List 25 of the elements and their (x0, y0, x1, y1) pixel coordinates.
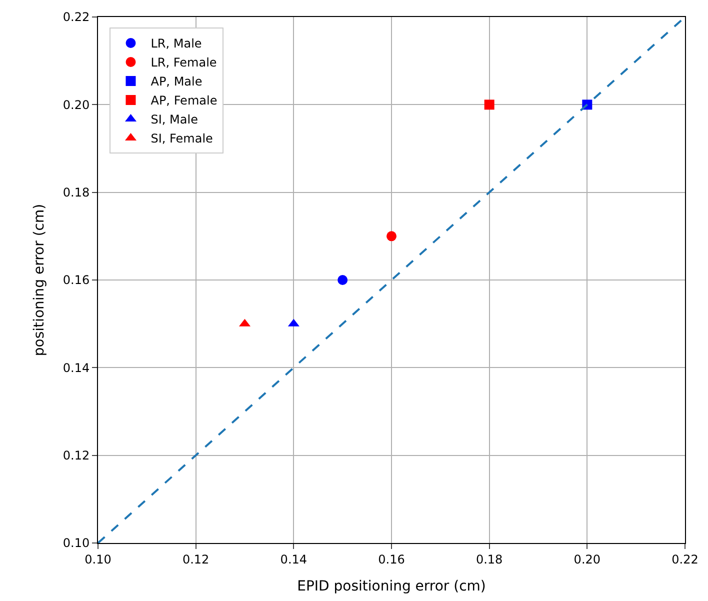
y-tick-label: 0.20 (62, 98, 90, 112)
y-tick-label: 0.16 (62, 273, 90, 288)
x-tick-label: 0.18 (476, 552, 503, 566)
x-tick-label: 0.20 (574, 552, 601, 566)
legend-label: SI, Female (150, 132, 213, 146)
y-tick-label: 0.12 (62, 448, 90, 463)
legend-label: AP, Female (150, 94, 218, 108)
legend-label: LR, Male (150, 36, 202, 51)
point (338, 275, 348, 285)
x-tick-label: 0.10 (84, 552, 112, 566)
y-tick-label: 0.14 (62, 360, 90, 375)
x-tick-label: 0.16 (378, 552, 405, 566)
point (484, 100, 494, 110)
x-tick-label: 0.12 (182, 552, 210, 566)
legend-label: AP, Male (150, 74, 202, 89)
y-tick-label: 0.22 (62, 10, 90, 24)
y-tick-label: 0.18 (62, 186, 90, 200)
x-axis-title: EPID positioning error (cm) (297, 578, 486, 595)
legend-label: LR, Female (150, 56, 217, 70)
y-tick-label: 0.10 (62, 536, 90, 550)
x-tick-label: 0.14 (280, 552, 308, 566)
x-tick-label: 0.22 (672, 552, 698, 566)
y-axis-title: positioning error (cm) (31, 204, 48, 356)
legend-label: SI, Male (150, 112, 198, 127)
point (386, 231, 396, 242)
